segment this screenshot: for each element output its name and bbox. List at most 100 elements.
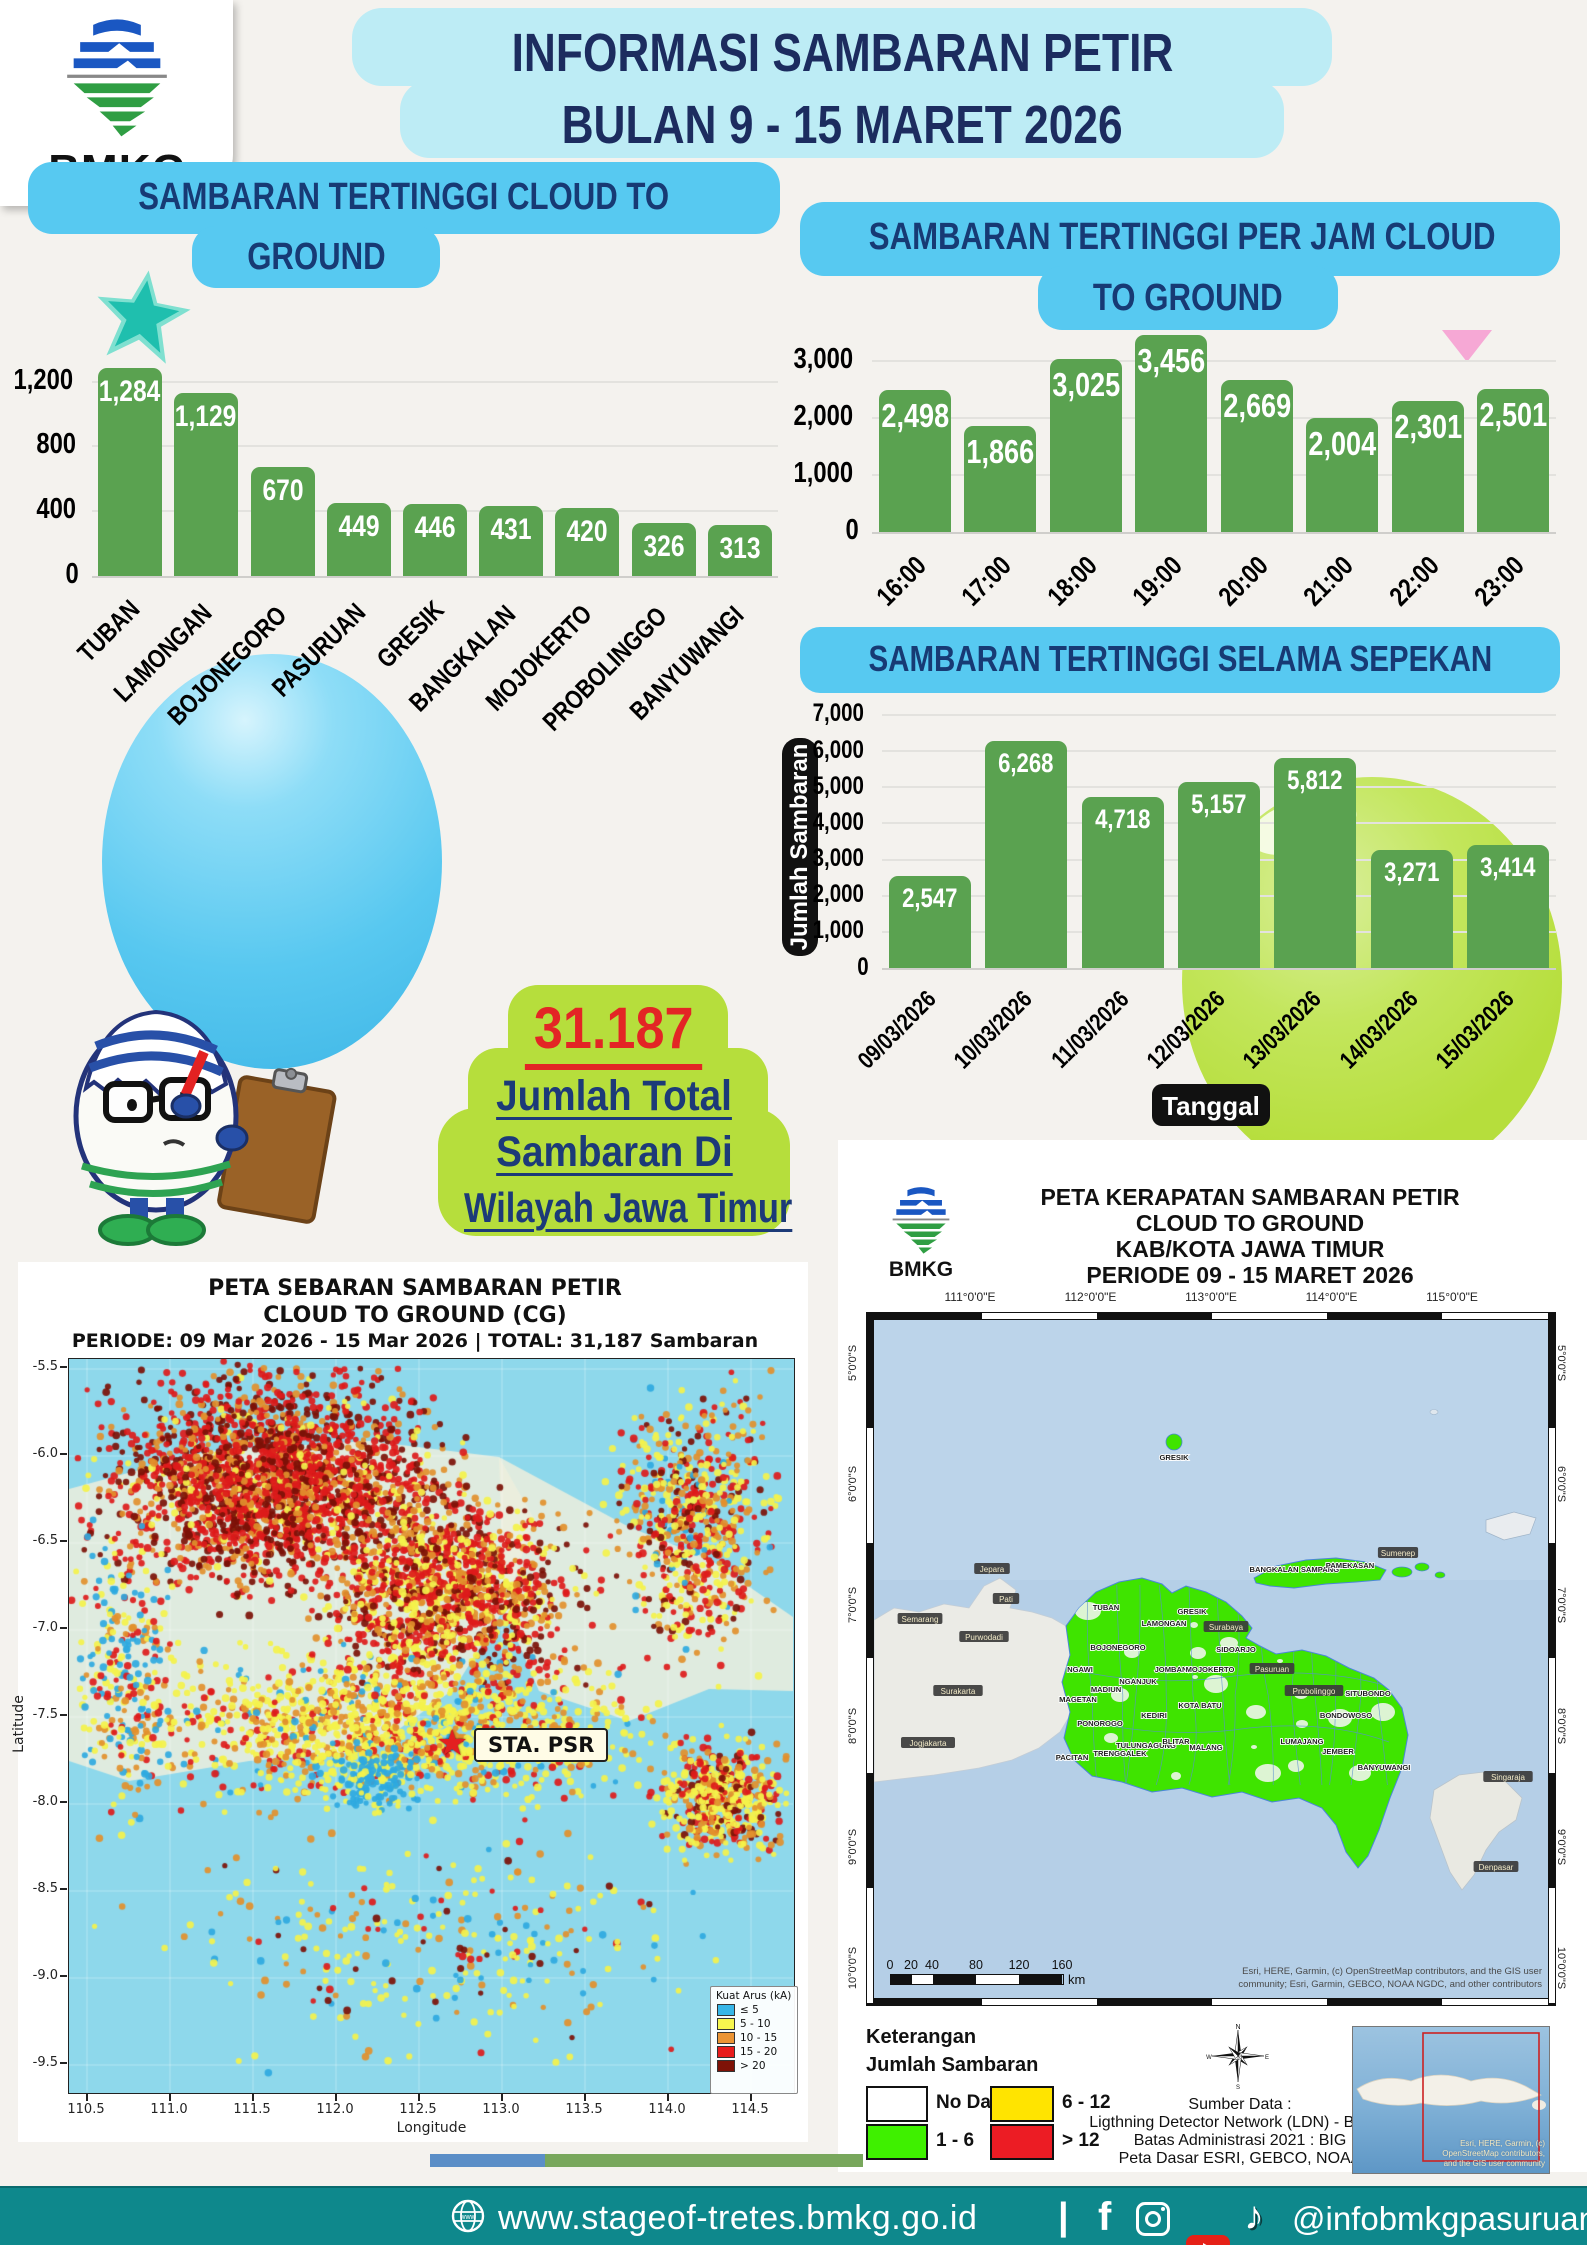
svg-text:N: N <box>1235 2024 1240 2031</box>
hour-bar-value: 2,498 <box>881 397 949 434</box>
city-chart-title-box1 <box>28 162 780 234</box>
bmkg-logo-icon <box>42 14 192 144</box>
density-side-tick-right: 6°0'0"S <box>1555 1465 1567 1503</box>
hour-chart-title-box2 <box>1038 266 1338 330</box>
svg-text:Probolinggo: Probolinggo <box>1293 1687 1336 1696</box>
scatter-legend: Kuat Arus (kA) ≤ 5 5 - 10 10 - 15 15 - 2… <box>710 1986 798 2094</box>
city-bar <box>632 523 696 576</box>
map-city-pill: Jepara <box>974 1563 1010 1574</box>
city-bar-value: 670 <box>262 474 304 507</box>
source-line-2: Batas Administrasi 2021 : BIG <box>1133 2132 1347 2149</box>
divider-bar-green <box>545 2154 863 2167</box>
city-chart-title-line1: SAMBARAN TERTINGGI CLOUD TO <box>138 176 670 218</box>
scatter-xtick-mark <box>667 2094 669 2101</box>
density-side-tick-left: 6°0'0"S <box>847 1465 859 1503</box>
hour-bar <box>1221 380 1293 532</box>
svg-text:Surakarta: Surakarta <box>941 1687 976 1696</box>
hour-gridline <box>872 416 1556 419</box>
scatter-xtick-mark <box>335 2094 337 2101</box>
scatter-plot-area <box>68 1358 795 2094</box>
scatter-ytick-mark <box>60 1453 67 1455</box>
density-top-tick: 112°0'0"E <box>1064 1290 1117 1304</box>
density-attribution-2: community; Esri, Garmin, GEBCO, NOAA NGD… <box>1238 1979 1542 1990</box>
hour-bar-value: 2,004 <box>1308 425 1376 462</box>
scatter-xtick-label: 114.5 <box>731 2102 769 2117</box>
svg-text:Purwodadi: Purwodadi <box>965 1633 1003 1642</box>
city-bar-value: 1,129 <box>175 400 237 433</box>
week-gridline <box>882 713 1556 716</box>
city-bar-value: 313 <box>719 532 761 565</box>
city-bar-value: 449 <box>338 510 380 543</box>
density-title-4: PERIODE 09 - 15 MARET 2026 <box>1086 1262 1414 1288</box>
instagram-icon[interactable] <box>1136 2202 1170 2236</box>
city-bar <box>555 508 619 576</box>
svg-text:BANGKALAN: BANGKALAN <box>1250 1565 1299 1574</box>
week-chart-title: SAMBARAN TERTINGGI SELAMA SEPEKAN <box>868 638 1493 679</box>
svg-text:Pati: Pati <box>999 1595 1013 1604</box>
week-axis <box>882 968 1556 970</box>
scatter-xlabel: Longitude <box>396 2120 467 2136</box>
svg-text:LAMONGAN: LAMONGAN <box>1142 1619 1187 1628</box>
scatter-xtick-label: 111.5 <box>233 2102 271 2117</box>
svg-text:BOJONEGORO: BOJONEGORO <box>1090 1643 1145 1652</box>
scatter-ytick-label: -8.0 <box>32 1794 58 1809</box>
svg-text:Jogjakarta: Jogjakarta <box>910 1739 947 1748</box>
scatter-xtick-label: 114.0 <box>648 2102 686 2117</box>
map-city-pill: Purwodadi <box>959 1631 1009 1642</box>
youtube-icon[interactable] <box>1186 2235 1230 2245</box>
footer-website-link[interactable]: www.stageof-tretes.bmkg.go.id <box>498 2199 978 2237</box>
pink-triangle-icon <box>1442 330 1492 362</box>
total-line3: Wilayah Jawa Timur <box>464 1184 793 1231</box>
city-bar <box>174 393 238 576</box>
city-chart-title-line2: GROUND <box>246 236 386 278</box>
week-category-label: 09/03/2026 <box>852 985 942 1075</box>
speech-bubble-decoration <box>102 654 442 1069</box>
hour-gridline <box>872 473 1556 476</box>
city-bar <box>708 525 772 576</box>
city-gridline <box>92 380 778 383</box>
svg-text:NGAWI: NGAWI <box>1067 1665 1093 1674</box>
tiktok-icon[interactable]: ♪ <box>1244 2194 1264 2238</box>
week-bar-value: 4,718 <box>1095 804 1151 834</box>
hour-bar-value: 2,669 <box>1223 387 1291 424</box>
footer-handle-link[interactable]: @infobmkgpasuruan <box>1292 2200 1587 2237</box>
scatter-xtick-label: 112.0 <box>316 2102 354 2117</box>
svg-text:SIDOARJO: SIDOARJO <box>1216 1645 1256 1654</box>
density-bmkg-logo-icon <box>880 1184 962 1258</box>
week-ytick: 3,000 <box>813 844 865 873</box>
city-ytick: 400 <box>35 493 76 526</box>
scatter-ytick-mark <box>60 1801 67 1803</box>
map-city-pill: Denpasar <box>1473 1861 1519 1872</box>
week-ytick: 1,000 <box>813 916 865 945</box>
scatter-ytick-mark <box>60 1714 67 1716</box>
svg-text:PACITAN: PACITAN <box>1056 1753 1089 1762</box>
scatter-ytick-mark <box>60 2062 67 2064</box>
svg-text:SAMPANG: SAMPANG <box>1301 1565 1339 1574</box>
source-line-0: Sumber Data : <box>1188 2096 1292 2113</box>
station-label: STA. PSR <box>474 1728 609 1762</box>
svg-text:MAGETAN: MAGETAN <box>1059 1695 1097 1704</box>
density-legend-heading2: Jumlah Sambaran <box>866 2054 1039 2076</box>
scatter-xtick-mark <box>584 2094 586 2101</box>
scatter-ytick-mark <box>60 1366 67 1368</box>
scatter-xtick-mark <box>252 2094 254 2101</box>
week-bar-value: 3,271 <box>1384 857 1440 887</box>
map-city-pill: Semarang <box>897 1613 943 1624</box>
scatter-ytick-mark <box>60 1888 67 1890</box>
compass-rose-icon: N E S W <box>1206 2022 1270 2091</box>
map-city-pill: Sumenep <box>1377 1547 1419 1558</box>
density-map-svg: Jepara Pati Semarang Purwodadi Surakarta Jogj… <box>874 1320 1548 1998</box>
source-line-3: Peta Dasar ESRI, GEBCO, NOAA <box>1118 2150 1362 2167</box>
density-attribution-1: Esri, HERE, Garmin, (c) OpenStreetMap co… <box>1242 1966 1542 1977</box>
inset-overview-map: Esri, HERE, Garmin, (c) OpenStreetMap co… <box>1352 2026 1550 2174</box>
footer-divider: | <box>1058 2196 1069 2238</box>
scatter-ylabel-text: Latitude <box>11 1695 27 1753</box>
scatter-xtick-label: 113.5 <box>565 2102 603 2117</box>
density-side-tick-right: 9°0'0"S <box>1555 1828 1567 1866</box>
facebook-icon[interactable]: f <box>1098 2195 1112 2239</box>
city-ytick: 1,200 <box>13 363 74 396</box>
hour-bar <box>1392 401 1464 532</box>
hour-ytick: 1,000 <box>793 456 854 489</box>
hour-chart-title-line1: SAMBARAN TERTINGGI PER JAM CLOUD <box>868 216 1496 258</box>
map-city-pill: Jogjakarta <box>901 1737 955 1748</box>
